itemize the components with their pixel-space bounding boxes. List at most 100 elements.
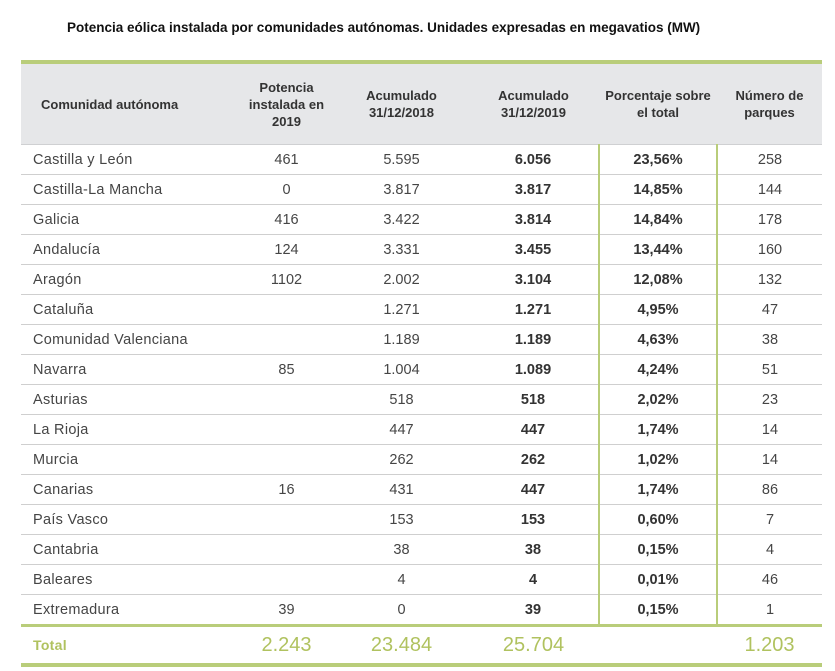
cell-cumulative-2018: 5.595 xyxy=(335,144,468,175)
cell-percentage: 4,95% xyxy=(598,294,718,325)
cell-parks: 7 xyxy=(717,504,822,535)
cell-parks: 258 xyxy=(717,144,822,175)
cell-parks: 144 xyxy=(717,174,822,205)
table-row: Cantabria 38 38 0,15% 4 xyxy=(21,534,822,565)
cell-community: Navarra xyxy=(21,354,238,385)
cell-percentage: 0,15% xyxy=(598,534,718,565)
cell-parks: 47 xyxy=(717,294,822,325)
table-row: Canarias 16 431 447 1,74% 86 xyxy=(21,474,822,505)
table-row: Extremadura 39 0 39 0,15% 1 xyxy=(21,594,822,626)
cell-parks: 14 xyxy=(717,444,822,475)
cell-percentage: 13,44% xyxy=(598,234,718,265)
cell-percentage: 1,74% xyxy=(598,414,718,445)
total-cumulative-2019: 25.704 xyxy=(468,624,599,667)
header-cumulative-2018: Acumulado 31/12/2018 xyxy=(335,60,468,145)
cell-installed-2019 xyxy=(238,384,335,415)
cell-community: Castilla-La Mancha xyxy=(21,174,238,205)
table-row: Cataluña 1.271 1.271 4,95% 47 xyxy=(21,294,822,325)
total-row: Total 2.243 23.484 25.704 1.203 xyxy=(21,624,822,667)
cell-parks: 1 xyxy=(717,594,822,626)
table-row: Galicia 416 3.422 3.814 14,84% 178 xyxy=(21,204,822,235)
cell-cumulative-2019: 1.189 xyxy=(468,324,599,355)
cell-percentage: 14,84% xyxy=(598,204,718,235)
wind-power-table: Comunidad autónoma Potencia instalada en… xyxy=(21,60,822,667)
header-installed-2019: Potencia instalada en 2019 xyxy=(238,60,335,145)
cell-parks: 178 xyxy=(717,204,822,235)
header-percentage: Porcentaje sobre el total xyxy=(599,60,717,145)
cell-installed-2019: 39 xyxy=(238,594,335,626)
cell-parks: 4 xyxy=(717,534,822,565)
cell-installed-2019 xyxy=(238,324,335,355)
cell-parks: 46 xyxy=(717,564,822,595)
cell-percentage: 0,60% xyxy=(598,504,718,535)
cell-percentage: 14,85% xyxy=(598,174,718,205)
cell-percentage: 12,08% xyxy=(598,264,718,295)
cell-installed-2019 xyxy=(238,444,335,475)
table-row: Navarra 85 1.004 1.089 4,24% 51 xyxy=(21,354,822,385)
cell-percentage: 0,01% xyxy=(598,564,718,595)
cell-cumulative-2018: 0 xyxy=(335,594,468,626)
cell-installed-2019 xyxy=(238,294,335,325)
cell-cumulative-2018: 2.002 xyxy=(335,264,468,295)
cell-installed-2019: 416 xyxy=(238,204,335,235)
cell-parks: 23 xyxy=(717,384,822,415)
cell-percentage: 4,63% xyxy=(598,324,718,355)
cell-cumulative-2019: 1.089 xyxy=(468,354,599,385)
table-row: Murcia 262 262 1,02% 14 xyxy=(21,444,822,475)
cell-cumulative-2018: 3.817 xyxy=(335,174,468,205)
cell-installed-2019: 0 xyxy=(238,174,335,205)
cell-cumulative-2018: 1.004 xyxy=(335,354,468,385)
cell-community: Baleares xyxy=(21,564,238,595)
cell-cumulative-2018: 262 xyxy=(335,444,468,475)
cell-community: Murcia xyxy=(21,444,238,475)
cell-cumulative-2019: 518 xyxy=(468,384,599,415)
cell-cumulative-2018: 1.189 xyxy=(335,324,468,355)
cell-cumulative-2018: 3.331 xyxy=(335,234,468,265)
cell-community: Cantabria xyxy=(21,534,238,565)
cell-installed-2019 xyxy=(238,564,335,595)
cell-cumulative-2019: 4 xyxy=(468,564,599,595)
table-row: Asturias 518 518 2,02% 23 xyxy=(21,384,822,415)
cell-installed-2019 xyxy=(238,504,335,535)
cell-community: Cataluña xyxy=(21,294,238,325)
cell-community: La Rioja xyxy=(21,414,238,445)
cell-percentage: 0,15% xyxy=(598,594,718,626)
cell-community: Galicia xyxy=(21,204,238,235)
cell-percentage: 23,56% xyxy=(598,144,718,175)
cell-percentage: 1,02% xyxy=(598,444,718,475)
cell-cumulative-2019: 3.817 xyxy=(468,174,599,205)
cell-community: Andalucía xyxy=(21,234,238,265)
cell-installed-2019 xyxy=(238,414,335,445)
cell-community: Extremadura xyxy=(21,594,238,626)
cell-parks: 14 xyxy=(717,414,822,445)
cell-cumulative-2019: 3.814 xyxy=(468,204,599,235)
cell-cumulative-2018: 38 xyxy=(335,534,468,565)
cell-parks: 38 xyxy=(717,324,822,355)
cell-cumulative-2018: 431 xyxy=(335,474,468,505)
header-cumulative-2019: Acumulado 31/12/2019 xyxy=(468,60,599,145)
cell-cumulative-2019: 3.455 xyxy=(468,234,599,265)
table-row: Baleares 4 4 0,01% 46 xyxy=(21,564,822,595)
cell-percentage: 2,02% xyxy=(598,384,718,415)
cell-cumulative-2019: 447 xyxy=(468,414,599,445)
total-label: Total xyxy=(21,624,238,667)
cell-cumulative-2018: 518 xyxy=(335,384,468,415)
total-installed-2019: 2.243 xyxy=(238,624,335,667)
cell-cumulative-2019: 262 xyxy=(468,444,599,475)
cell-cumulative-2018: 3.422 xyxy=(335,204,468,235)
cell-cumulative-2018: 153 xyxy=(335,504,468,535)
header-community: Comunidad autónoma xyxy=(21,60,238,145)
cell-community: País Vasco xyxy=(21,504,238,535)
table-row: Castilla y León 461 5.595 6.056 23,56% 258 xyxy=(21,144,822,175)
cell-parks: 132 xyxy=(717,264,822,295)
cell-cumulative-2019: 153 xyxy=(468,504,599,535)
table-row: Comunidad Valenciana 1.189 1.189 4,63% 38 xyxy=(21,324,822,355)
cell-community: Castilla y León xyxy=(21,144,238,175)
cell-parks: 51 xyxy=(717,354,822,385)
cell-percentage: 1,74% xyxy=(598,474,718,505)
cell-percentage: 4,24% xyxy=(598,354,718,385)
cell-community: Canarias xyxy=(21,474,238,505)
table-row: Andalucía 124 3.331 3.455 13,44% 160 xyxy=(21,234,822,265)
cell-cumulative-2019: 447 xyxy=(468,474,599,505)
cell-community: Comunidad Valenciana xyxy=(21,324,238,355)
